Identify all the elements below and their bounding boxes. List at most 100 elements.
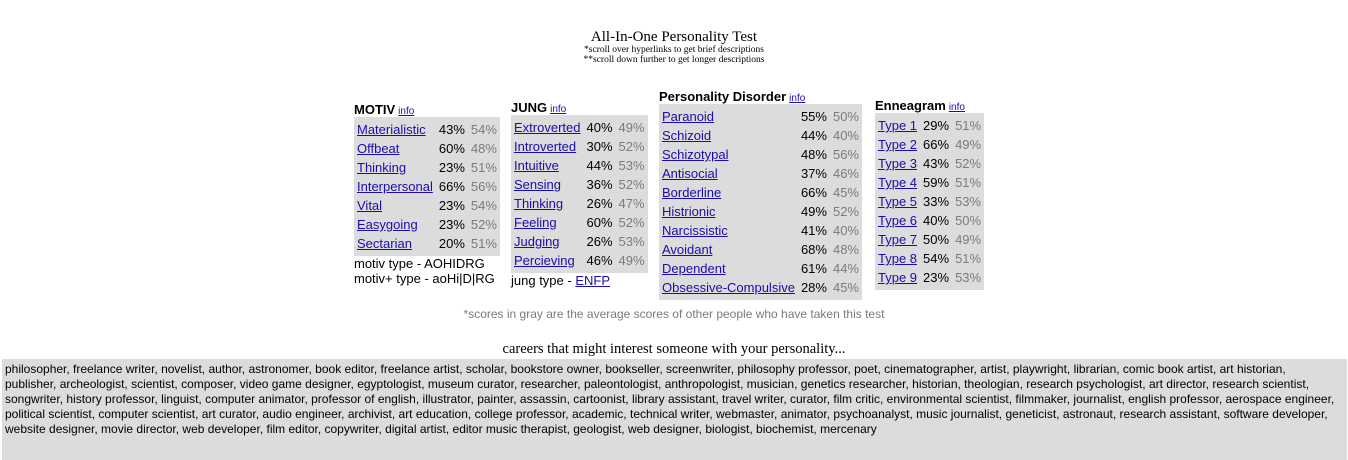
disorder-trait-link[interactable]: Avoidant <box>662 242 713 257</box>
jung-score: 36% <box>586 177 613 192</box>
enneagram-trait-link[interactable]: Type 8 <box>878 251 918 266</box>
disorder-score: 68% <box>800 242 827 257</box>
disorder-row: Avoidant 68% 48% <box>659 240 862 259</box>
jung-row: Sensing 36% 52% <box>511 175 648 194</box>
motiv-row: Materialistic 43% 54% <box>354 119 500 140</box>
jung-score: 26% <box>586 234 613 249</box>
enneagram-row: Type 3 43% 52% <box>875 154 984 173</box>
jung-score: 26% <box>586 196 613 211</box>
jung-trait-link[interactable]: Sensing <box>514 177 561 192</box>
jung-score: 46% <box>586 253 613 268</box>
motiv-score: 23% <box>438 160 465 175</box>
motiv-trait-link[interactable]: Offbeat <box>357 141 400 156</box>
motiv-row: Vital 23% 54% <box>354 196 500 215</box>
motiv-trait-link[interactable]: Easygoing <box>357 217 418 232</box>
disorder-trait-link[interactable]: Histrionic <box>662 204 716 219</box>
jung-trait-link[interactable]: Thinking <box>514 196 564 211</box>
motiv-info-link[interactable]: info <box>398 106 415 117</box>
motiv-row: Thinking 23% 51% <box>354 158 500 177</box>
jung-average-score: 53% <box>618 158 645 173</box>
page-header: All-In-One Personality Test *scroll over… <box>0 29 1348 65</box>
jung-info-link[interactable]: info <box>550 104 567 115</box>
motiv-trait-link[interactable]: Interpersonal <box>357 179 433 194</box>
enneagram-trait-link[interactable]: Type 1 <box>878 118 918 133</box>
motiv-table: Materialistic 43% 54% Offbeat 60% 48% Thinking… <box>354 117 500 256</box>
disorder-trait-link[interactable]: Narcissistic <box>662 223 728 238</box>
disorder-score: 49% <box>800 204 827 219</box>
enneagram-trait-link[interactable]: Type 9 <box>878 270 918 285</box>
enneagram-row: Type 5 33% 53% <box>875 192 984 211</box>
jung-row: Thinking 26% 47% <box>511 194 648 213</box>
enneagram-trait-link[interactable]: Type 6 <box>878 213 918 228</box>
motiv-average-score: 54% <box>470 122 497 137</box>
motiv-average-score: 51% <box>470 236 497 251</box>
enneagram-average-score: 53% <box>955 194 982 209</box>
disorder-average-score: 48% <box>832 242 859 257</box>
disorder-trait-link[interactable]: Schizoid <box>662 128 712 143</box>
enneagram-average-score: 51% <box>955 118 982 133</box>
motiv-row: Interpersonal 66% 56% <box>354 177 500 196</box>
motiv-trait-link[interactable]: Materialistic <box>357 122 426 137</box>
jung-average-score: 53% <box>618 234 645 249</box>
motiv-plus-type: motiv+ type - aoHi|D|RG <box>354 271 495 286</box>
jung-trait-link[interactable]: Feeling <box>514 215 557 230</box>
motiv-row: Easygoing 23% 52% <box>354 215 500 234</box>
enneagram-trait-link[interactable]: Type 2 <box>878 137 918 152</box>
jung-trait-link[interactable]: Intuitive <box>514 158 559 173</box>
disorder-heading: Personality Disorder <box>659 89 787 104</box>
jung-trait-link[interactable]: Introverted <box>514 139 577 154</box>
jung-type: jung type - ENFP <box>511 273 648 288</box>
enneagram-table: Type 1 29% 51% Type 2 66% 49% Type 3 43% 52% Type… <box>875 113 985 290</box>
enneagram-row: Type 4 59% 51% <box>875 173 984 192</box>
jung-row: Percieving 46% 49% <box>511 251 648 272</box>
disorder-table: Paranoid 55% 50% Schizoid 44% 40% Schizotypal 4… <box>659 104 862 300</box>
motiv-score: 23% <box>438 217 465 232</box>
disorder-trait-link[interactable]: Borderline <box>662 185 722 200</box>
enneagram-average-score: 51% <box>955 251 982 266</box>
jung-type-link[interactable]: ENFP <box>575 273 610 288</box>
disorder-info-link[interactable]: info <box>789 93 806 104</box>
motiv-section: MOTIV info Materialistic 43% 54% Offbeat 60% 4… <box>354 102 500 286</box>
jung-average-score: 52% <box>618 215 645 230</box>
enneagram-average-score: 49% <box>955 232 982 247</box>
disorder-score: 28% <box>800 280 827 295</box>
jung-trait-link[interactable]: Percieving <box>514 253 575 268</box>
jung-heading: JUNG <box>511 100 548 115</box>
disorder-score: 37% <box>800 166 827 181</box>
disorder-trait-link[interactable]: Obsessive-Compulsive <box>662 280 795 295</box>
disorder-score: 44% <box>800 128 827 143</box>
motiv-trait-link[interactable]: Thinking <box>357 160 407 175</box>
careers-list: philosopher, freelance writer, novelist,… <box>2 359 1347 460</box>
disorder-trait-link[interactable]: Antisocial <box>662 166 718 181</box>
enneagram-trait-link[interactable]: Type 7 <box>878 232 918 247</box>
enneagram-score: 40% <box>923 213 950 228</box>
enneagram-row: Type 1 29% 51% <box>875 115 984 136</box>
enneagram-score: 23% <box>923 270 950 285</box>
enneagram-score: 54% <box>923 251 950 266</box>
motiv-score: 20% <box>438 236 465 251</box>
motiv-trait-link[interactable]: Vital <box>357 198 383 213</box>
enneagram-score: 59% <box>923 175 950 190</box>
enneagram-trait-link[interactable]: Type 5 <box>878 194 918 209</box>
motiv-trait-link[interactable]: Sectarian <box>357 236 412 251</box>
jung-score: 44% <box>586 158 613 173</box>
disorder-row: Schizotypal 48% 56% <box>659 145 862 164</box>
disorder-trait-link[interactable]: Dependent <box>662 261 726 276</box>
motiv-average-score: 51% <box>470 160 497 175</box>
careers-title: careers that might interest someone with… <box>502 341 846 357</box>
enneagram-row: Type 8 54% 51% <box>875 249 984 268</box>
disorder-score: 66% <box>800 185 827 200</box>
disorder-average-score: 45% <box>832 280 859 295</box>
enneagram-trait-link[interactable]: Type 3 <box>878 156 918 171</box>
motiv-score: 60% <box>438 141 465 156</box>
disorder-trait-link[interactable]: Schizotypal <box>662 147 729 162</box>
jung-trait-link[interactable]: Extroverted <box>514 120 581 135</box>
disorder-average-score: 44% <box>832 261 859 276</box>
enneagram-heading: Enneagram <box>875 98 946 113</box>
motiv-score: 66% <box>438 179 465 194</box>
enneagram-info-link[interactable]: info <box>948 102 965 113</box>
enneagram-trait-link[interactable]: Type 4 <box>878 175 918 190</box>
disorder-trait-link[interactable]: Paranoid <box>662 109 715 124</box>
jung-trait-link[interactable]: Judging <box>514 234 560 249</box>
jung-average-score: 47% <box>618 196 645 211</box>
